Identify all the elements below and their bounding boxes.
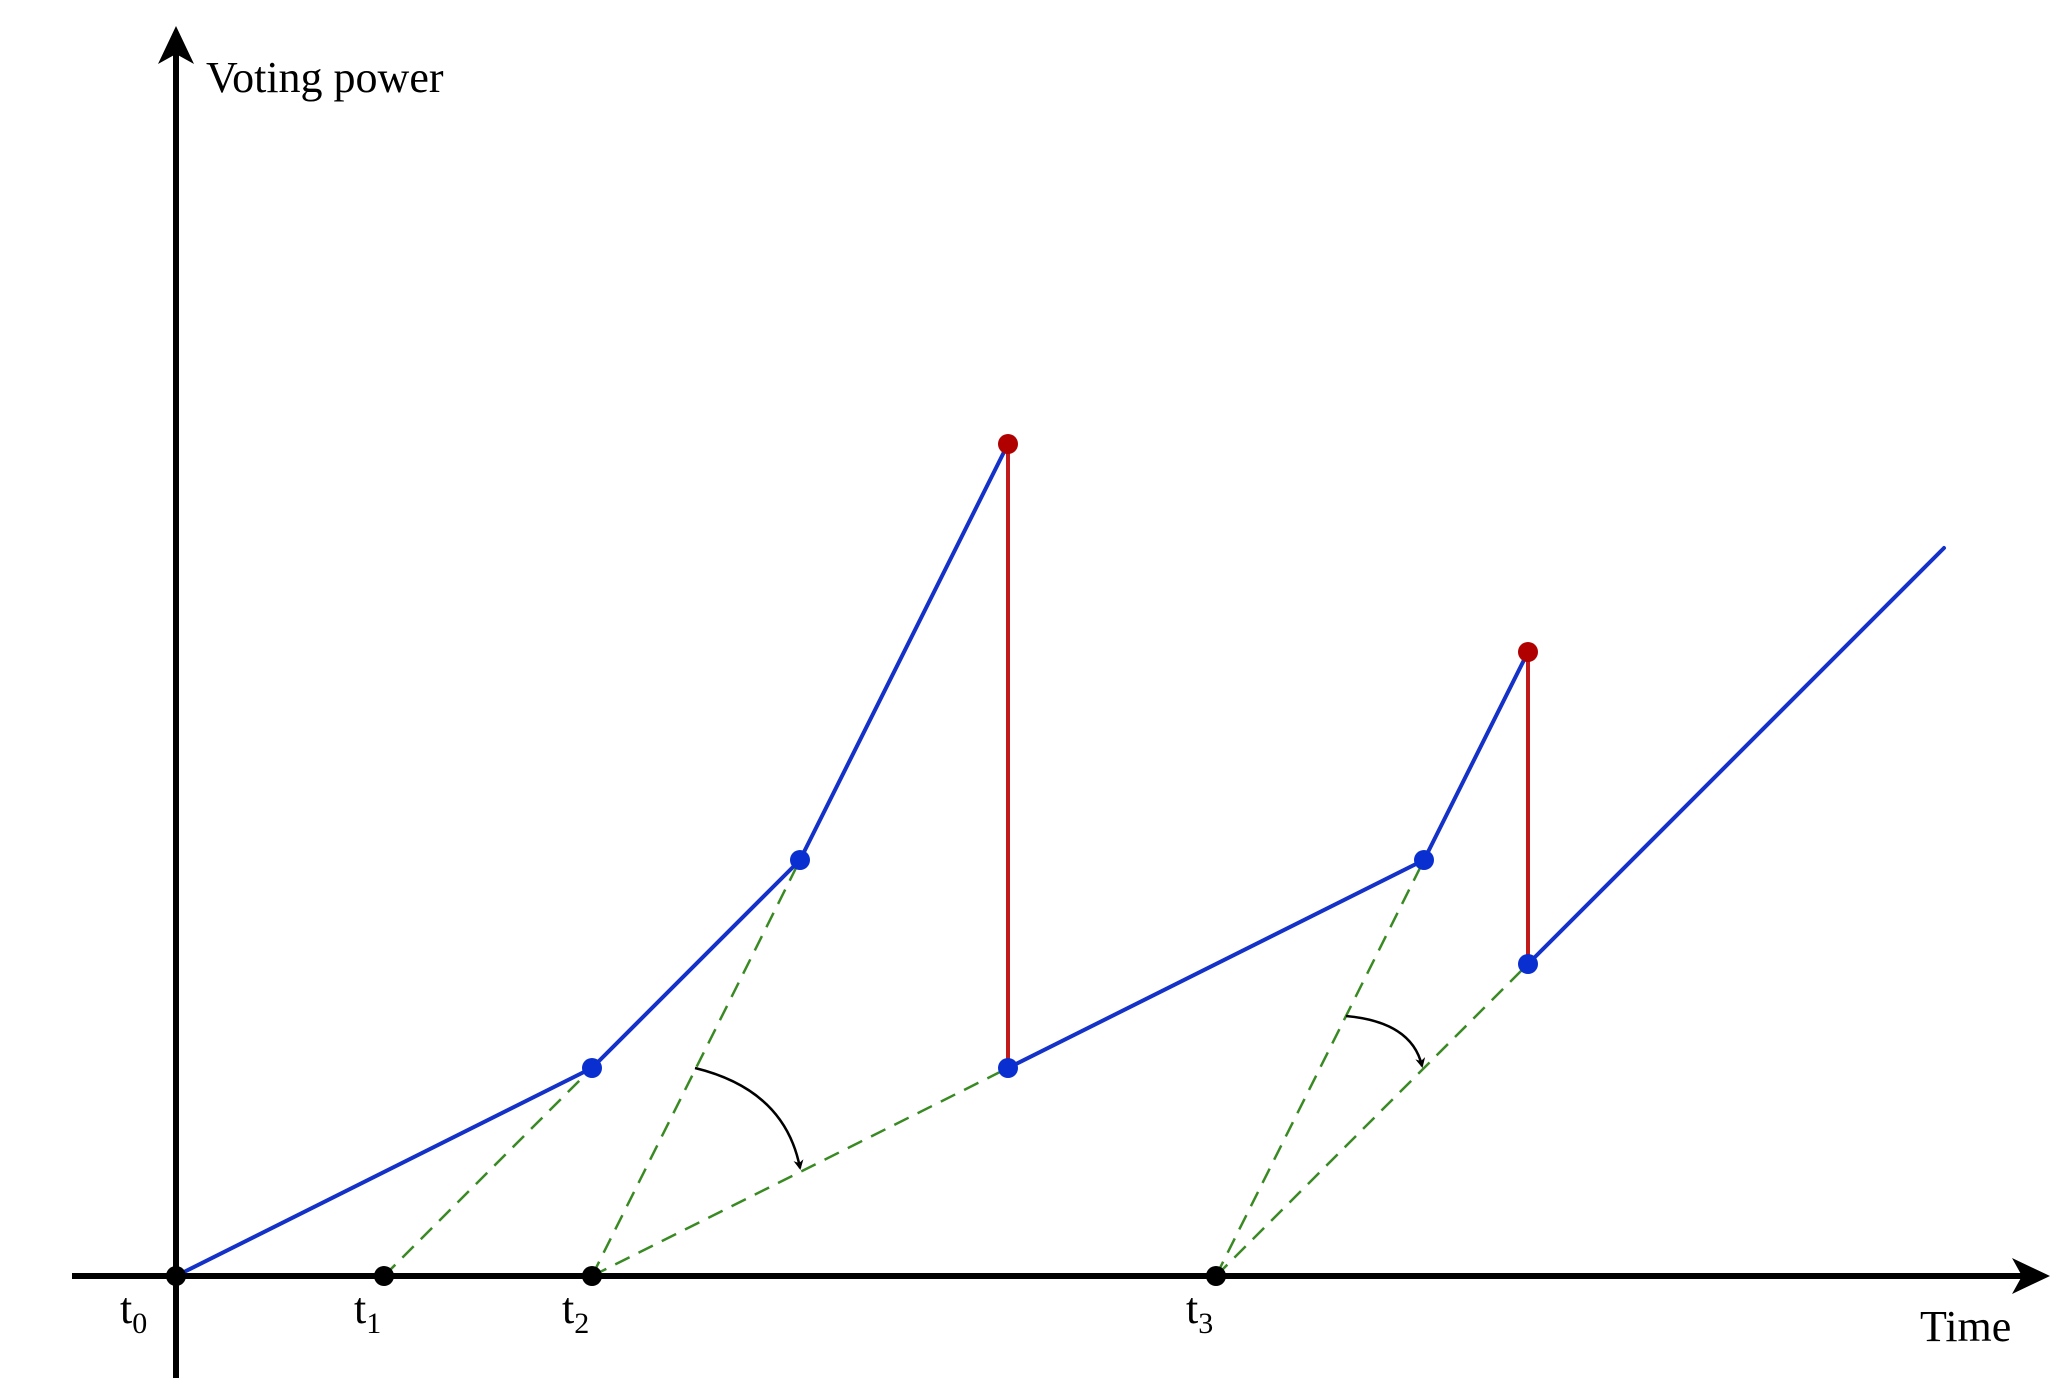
- blue-point-2: [790, 850, 810, 870]
- y-axis-arrowhead: [158, 26, 194, 64]
- dashed-line-t3-steep: [1214, 859, 1426, 1277]
- x-axis-label: Time: [1920, 1302, 2011, 1351]
- blue-point-4: [1414, 850, 1434, 870]
- red-drops: [1006, 444, 1530, 1068]
- curved-arrows: [694, 1014, 1426, 1170]
- tick-label-t3: t3: [1186, 1284, 1213, 1340]
- x-axis-arrowhead: [2012, 1258, 2050, 1294]
- blue-point-1: [582, 1058, 602, 1078]
- y-axis-label: Voting power: [206, 53, 444, 102]
- tick-label-t2: t2: [562, 1284, 589, 1340]
- curve-segment-2: [1006, 650, 1530, 1070]
- black-point-t3: [1206, 1266, 1226, 1286]
- red-point-1: [998, 434, 1018, 454]
- curved-arrow-1: [694, 1066, 804, 1170]
- blue-point-5: [1518, 954, 1538, 974]
- black-point-t1: [374, 1266, 394, 1286]
- dashed-line-t1: [383, 1067, 593, 1277]
- points: [166, 434, 1538, 1286]
- black-point-t2: [582, 1266, 602, 1286]
- axes: [72, 26, 2050, 1378]
- curved-arrow-2: [1345, 1014, 1426, 1068]
- curve-segment-1: [174, 442, 1010, 1278]
- green-dashed-lines: [383, 859, 1529, 1278]
- tick-labels: t0 t1 t2 t3: [120, 1284, 1213, 1340]
- red-point-2: [1518, 642, 1538, 662]
- voting-power-curve: [174, 442, 1946, 1278]
- black-point-t0: [166, 1266, 186, 1286]
- dashed-line-t3-shallow: [1215, 963, 1529, 1277]
- curve-segment-3: [1526, 546, 1946, 966]
- tick-label-t0: t0: [120, 1284, 147, 1340]
- dashed-line-t2-shallow: [591, 1066, 1009, 1278]
- blue-point-3: [998, 1058, 1018, 1078]
- tick-label-t1: t1: [354, 1284, 381, 1340]
